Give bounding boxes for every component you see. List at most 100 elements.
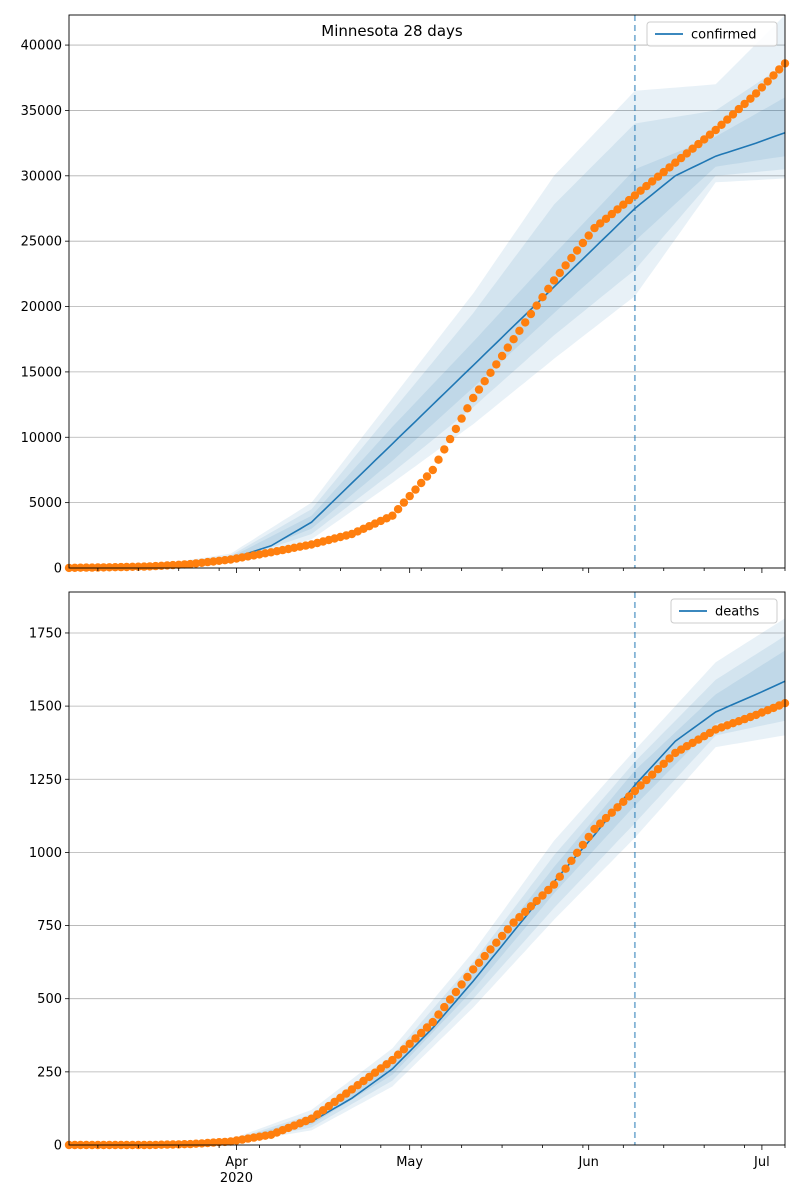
observed-point [549, 276, 559, 285]
y-tick-label: 1750 [29, 626, 62, 641]
observed-point [376, 1064, 385, 1073]
observed-point [578, 238, 588, 248]
observed-point [134, 562, 143, 571]
observed-point [307, 1114, 316, 1123]
confirmed-panel: 0 5000 10000 15000 20000 25000 30000 35000 40000… [21, 14, 790, 577]
observed-point [463, 972, 472, 982]
observed-point [740, 99, 749, 109]
observed-point [601, 813, 611, 823]
y-tick-label: 40000 [21, 39, 62, 54]
observed-point [688, 144, 697, 153]
x-tick-label: Jul [753, 1155, 770, 1170]
observed-point [653, 765, 663, 774]
observed-point [555, 268, 564, 278]
observed-point [330, 1097, 339, 1107]
observed-point [642, 181, 651, 191]
uncertainty-band [69, 97, 785, 569]
observed-point [486, 945, 495, 954]
observed-point [474, 385, 484, 394]
observed-point [578, 840, 588, 850]
observed-point [717, 120, 726, 129]
observed-point [561, 261, 570, 270]
observed-point [168, 1140, 178, 1149]
observed-point [642, 775, 651, 785]
legend-label: confirmed [691, 28, 757, 43]
observed-point [694, 139, 703, 149]
y-tick-label: 250 [37, 1065, 62, 1080]
observed-point [469, 393, 478, 403]
observed-point [705, 130, 715, 139]
observed-point [734, 104, 743, 114]
observed-point [544, 885, 553, 895]
observed-point [561, 864, 570, 873]
observed-point [590, 223, 599, 233]
y-tick-label: 20000 [21, 300, 62, 315]
observed-point [393, 505, 403, 514]
observed-point [417, 478, 426, 488]
x-tick-label: May [396, 1155, 423, 1170]
observed-point [417, 1028, 426, 1038]
observed-point [382, 1060, 391, 1069]
observed-point [630, 191, 640, 200]
observed-point [607, 808, 616, 817]
axes-frame [68, 591, 786, 1146]
observed-point [757, 83, 767, 92]
observed-point [521, 907, 530, 916]
legend-box [646, 21, 778, 47]
observed-point [532, 301, 541, 310]
observed-point [399, 1045, 409, 1054]
observed-point [555, 872, 564, 881]
observed-point [515, 913, 524, 922]
observed-point [526, 309, 536, 319]
observed-point [538, 293, 547, 302]
observed-point [682, 149, 691, 158]
observed-point [711, 125, 720, 135]
observed-point [526, 902, 536, 911]
observed-point [509, 335, 518, 344]
observed-point [624, 792, 634, 801]
observed-point [624, 195, 634, 205]
observed-point [746, 94, 755, 103]
observed-point [463, 404, 472, 413]
observed-point [497, 931, 507, 941]
observed-point [665, 754, 674, 763]
observed-point [445, 995, 455, 1004]
observed-point [532, 896, 541, 906]
observed-point [567, 253, 576, 263]
observed-point [538, 891, 547, 900]
observed-point [515, 326, 524, 335]
observed-point [572, 848, 582, 857]
observed-point [613, 803, 622, 812]
observed-point [105, 563, 114, 572]
uncertainty-band [69, 15, 785, 568]
observed-point [572, 246, 582, 255]
observed-point [590, 824, 599, 834]
observed-point [128, 562, 137, 571]
observed-point [676, 153, 686, 163]
observed-point [353, 1081, 362, 1090]
y-tick-label: 5000 [29, 496, 62, 511]
observed-point [769, 71, 778, 80]
observed-point [728, 110, 738, 119]
observed-point [763, 77, 772, 86]
observed-point [596, 219, 605, 228]
observed-point [503, 925, 512, 934]
y-tick-label: 1000 [29, 846, 62, 861]
observed-point [359, 1076, 368, 1086]
uncertainty-band [69, 618, 785, 1145]
observed-point [607, 209, 616, 219]
x-tick-label: Apr [225, 1155, 248, 1170]
observed-point [630, 786, 640, 796]
observed-point [422, 1023, 432, 1032]
observed-point [111, 563, 120, 572]
observed-point [445, 434, 455, 444]
observed-point [405, 491, 414, 501]
observed-point [723, 115, 732, 124]
observed-point [509, 918, 518, 927]
axes-frame [68, 14, 786, 569]
observed-point [486, 368, 495, 377]
observed-point [775, 65, 784, 74]
y-tick-label: 750 [37, 919, 62, 934]
y-tick-label: 1250 [29, 773, 62, 788]
observed-point [405, 1039, 414, 1049]
